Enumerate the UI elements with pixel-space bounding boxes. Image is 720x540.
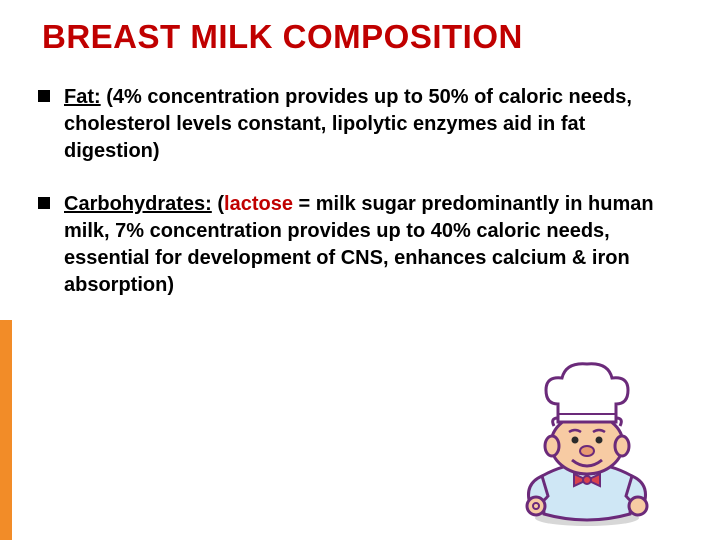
slide-container: BREAST MILK COMPOSITION Fat: (4% concent… <box>0 0 720 540</box>
bullet-pre: ( <box>212 193 224 215</box>
bullet-label: Carbohydrates: <box>64 193 212 215</box>
bullet-item-carbs: Carbohydrates: (lactose = milk sugar pre… <box>36 191 684 299</box>
bullet-marker-icon <box>38 90 50 102</box>
bullet-body: (4% concentration provides up to 50% of … <box>64 86 632 162</box>
bullet-marker-icon <box>38 197 50 209</box>
bullet-label: Fat: <box>64 86 101 108</box>
accent-bar <box>0 320 12 540</box>
bullet-highlight: lactose <box>224 193 293 215</box>
bullet-text: Fat: (4% concentration provides up to 50… <box>64 84 684 165</box>
slide-title: BREAST MILK COMPOSITION <box>42 18 684 56</box>
chef-clipart-icon <box>512 356 662 526</box>
bullet-item-fat: Fat: (4% concentration provides up to 50… <box>36 84 684 165</box>
bullet-text: Carbohydrates: (lactose = milk sugar pre… <box>64 191 684 299</box>
